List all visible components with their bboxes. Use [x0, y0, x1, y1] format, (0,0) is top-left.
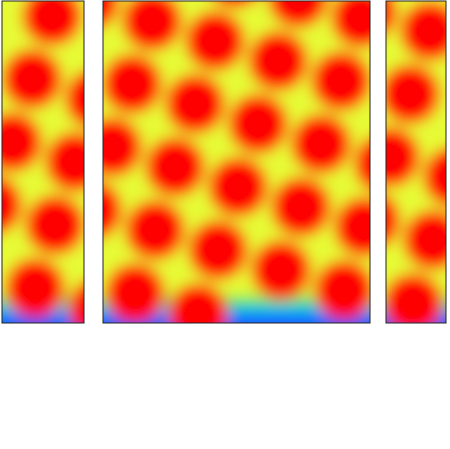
blob: [2, 112, 42, 172]
blob: [65, 69, 84, 129]
blob: [68, 278, 84, 323]
background-field: [2, 1, 84, 323]
plot-area: [386, 1, 446, 323]
blob: [228, 94, 288, 154]
blob: [25, 195, 84, 255]
frame: [103, 1, 370, 323]
blob: [386, 1, 397, 41]
panel: [59, 0, 414, 343]
blob: [122, 1, 182, 51]
plot-area: [2, 1, 84, 323]
blob: [291, 114, 351, 174]
blob: [103, 54, 162, 114]
blob: [314, 260, 370, 320]
blob: [248, 31, 308, 91]
blob: [271, 177, 331, 237]
blob: [5, 258, 65, 318]
blob: [22, 1, 82, 46]
blob: [386, 127, 420, 187]
field: [103, 1, 370, 323]
blob: [125, 200, 185, 260]
blob: [268, 1, 328, 28]
blob: [103, 117, 142, 177]
background-field: [103, 1, 370, 323]
blob: [145, 137, 205, 197]
blob: [334, 197, 370, 257]
blob: [2, 49, 62, 109]
blob: [386, 190, 400, 250]
blob: [168, 283, 228, 323]
blob: [205, 1, 265, 8]
field: [2, 1, 84, 323]
blob: [251, 240, 311, 300]
blob: [2, 175, 22, 235]
frame: [2, 1, 84, 323]
blob: [311, 51, 370, 111]
blob: [403, 210, 446, 270]
blob: [386, 273, 443, 323]
blob: [105, 263, 165, 323]
frame: [386, 1, 446, 323]
blob: [185, 11, 245, 71]
panel: [337, 0, 450, 343]
blob: [103, 180, 122, 240]
blob: [188, 220, 248, 280]
figure: [0, 0, 450, 449]
blob: [423, 147, 446, 207]
blob: [103, 1, 119, 31]
blob: [331, 1, 370, 48]
blob: [386, 64, 440, 124]
field: [386, 1, 446, 323]
blob: [400, 1, 446, 61]
plot-area: [103, 1, 370, 323]
blob: [45, 132, 84, 192]
blob: [165, 74, 225, 134]
blob: [208, 157, 268, 217]
blob: [354, 134, 370, 194]
